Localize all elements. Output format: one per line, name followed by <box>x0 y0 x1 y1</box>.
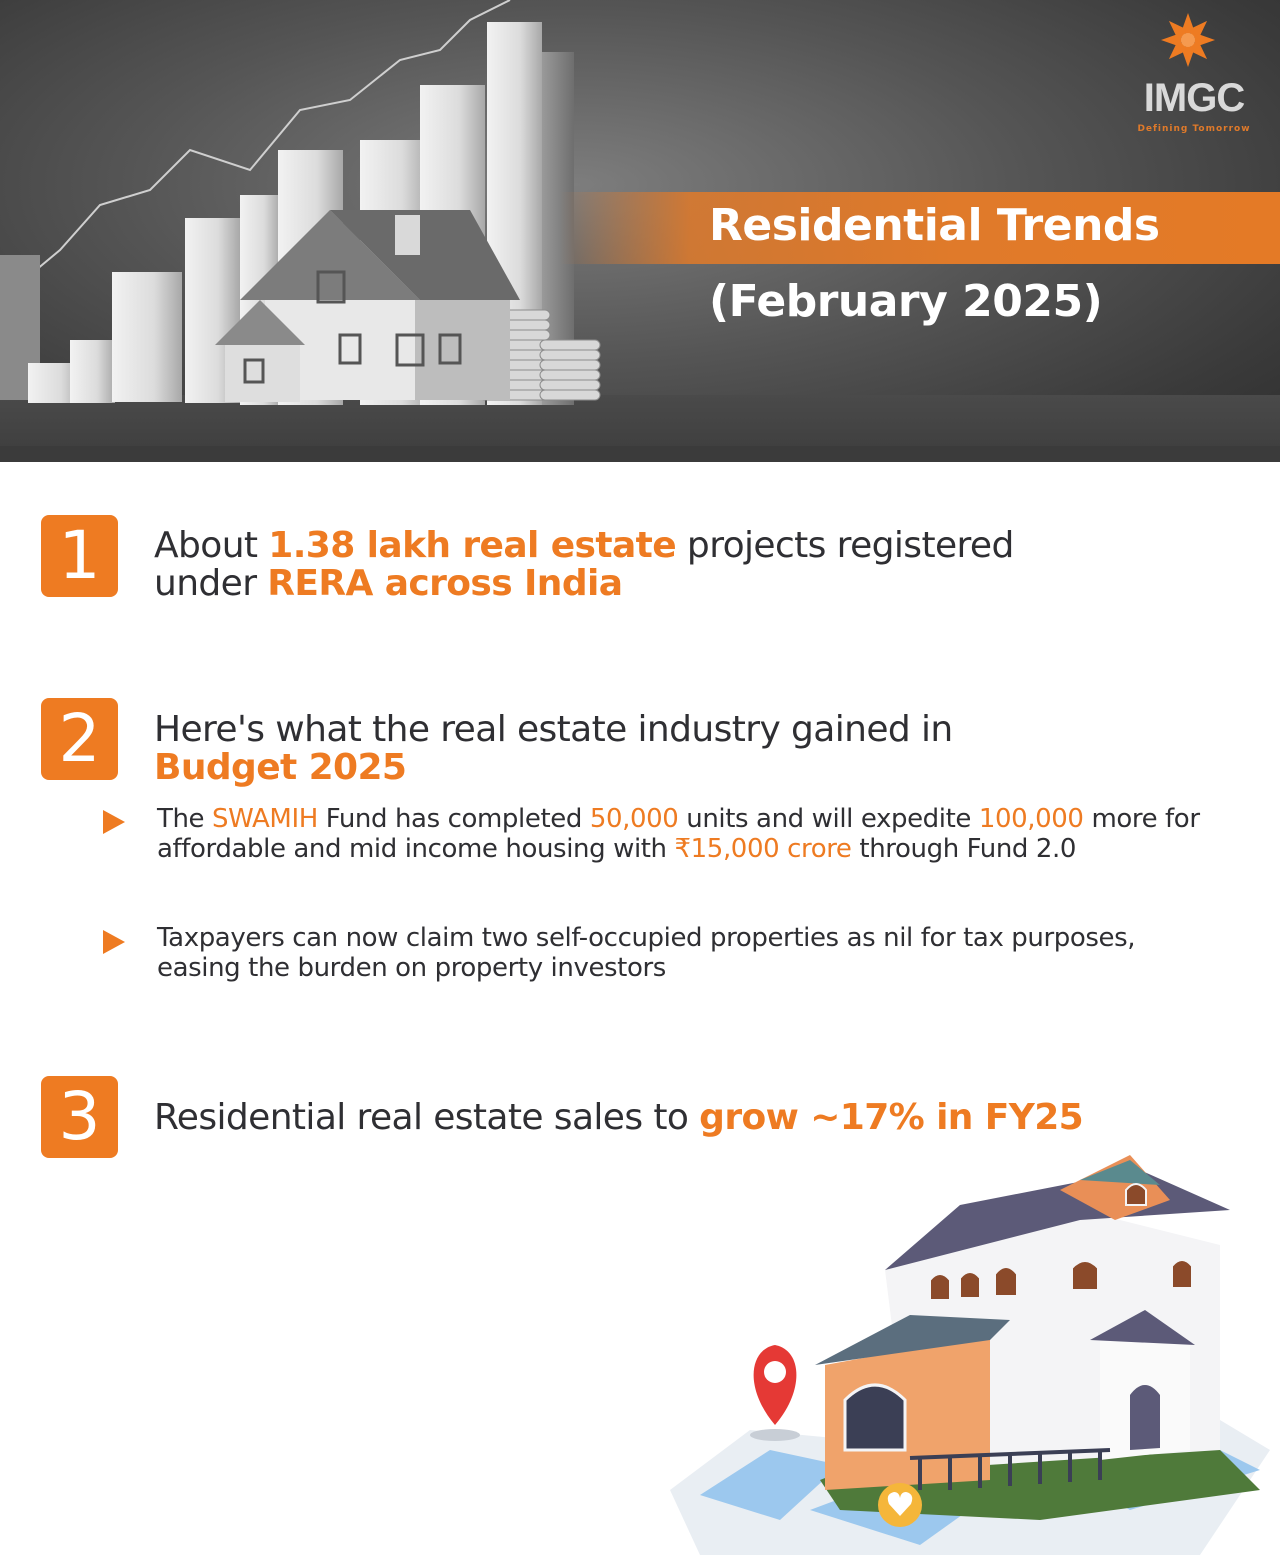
imgc-logo: IMGC Defining Tomorrow <box>1130 12 1258 134</box>
house-and-bar-chart-illustration <box>0 0 601 405</box>
bullet-item: The SWAMIH Fund has completed 50,000 uni… <box>157 804 1247 864</box>
highlight-segment: Budget 2025 <box>154 747 407 788</box>
text-segment: About <box>154 525 269 566</box>
point-3-heading: Residential real estate sales to grow ~1… <box>154 1099 1154 1137</box>
text-segment: Residential real estate sales to <box>154 1097 700 1138</box>
highlight-segment: 50,000 <box>589 804 679 834</box>
highlight-segment: RERA across India <box>267 563 623 604</box>
page-subtitle: (February 2025) <box>709 276 1103 327</box>
point-number-badge: 1 <box>41 515 118 597</box>
hero-banner: IMGC Defining Tomorrow Residential Trend… <box>0 0 1280 462</box>
logo-wordmark: IMGC <box>1143 76 1245 120</box>
bullet-arrow-icon <box>103 930 125 954</box>
orange-flower-logo-icon <box>1161 13 1215 67</box>
text-segment: The <box>157 804 213 834</box>
point-number-badge: 3 <box>41 1076 118 1158</box>
highlight-segment: 1.38 lakh real estate <box>268 525 677 566</box>
text-segment: projects registered under <box>154 525 1014 604</box>
logo-tagline: Defining Tomorrow <box>1137 124 1251 134</box>
point-2-heading: Here's what the real estate industry gai… <box>154 711 1034 787</box>
page-title: Residential Trends <box>709 200 1160 251</box>
point-number-badge: 2 <box>41 698 118 780</box>
text-segment: Here's what the real estate industry gai… <box>154 709 953 750</box>
highlight-segment: ₹15,000 crore <box>674 834 852 864</box>
bullet-item: Taxpayers can now claim two self-occupie… <box>157 923 1157 983</box>
highlight-segment: SWAMIH <box>212 804 318 834</box>
point-1-heading: About 1.38 lakh real estate projects reg… <box>154 527 1054 603</box>
text-segment: through Fund 2.0 <box>851 834 1077 864</box>
bullet-arrow-icon <box>103 810 125 834</box>
hero-bottom-strip <box>0 446 1280 462</box>
text-segment: units and will expedite <box>678 804 979 834</box>
text-segment: Fund has completed <box>317 804 590 834</box>
text-segment: more for affordable and mid income housi… <box>157 804 1200 864</box>
highlight-segment: grow ~17% in FY25 <box>699 1097 1084 1138</box>
house-with-location-pin-illustration <box>670 1155 1270 1555</box>
text-segment: Taxpayers can now claim two self-occupie… <box>157 923 1136 983</box>
highlight-segment: 100,000 <box>978 804 1084 834</box>
title-band <box>560 192 1280 264</box>
